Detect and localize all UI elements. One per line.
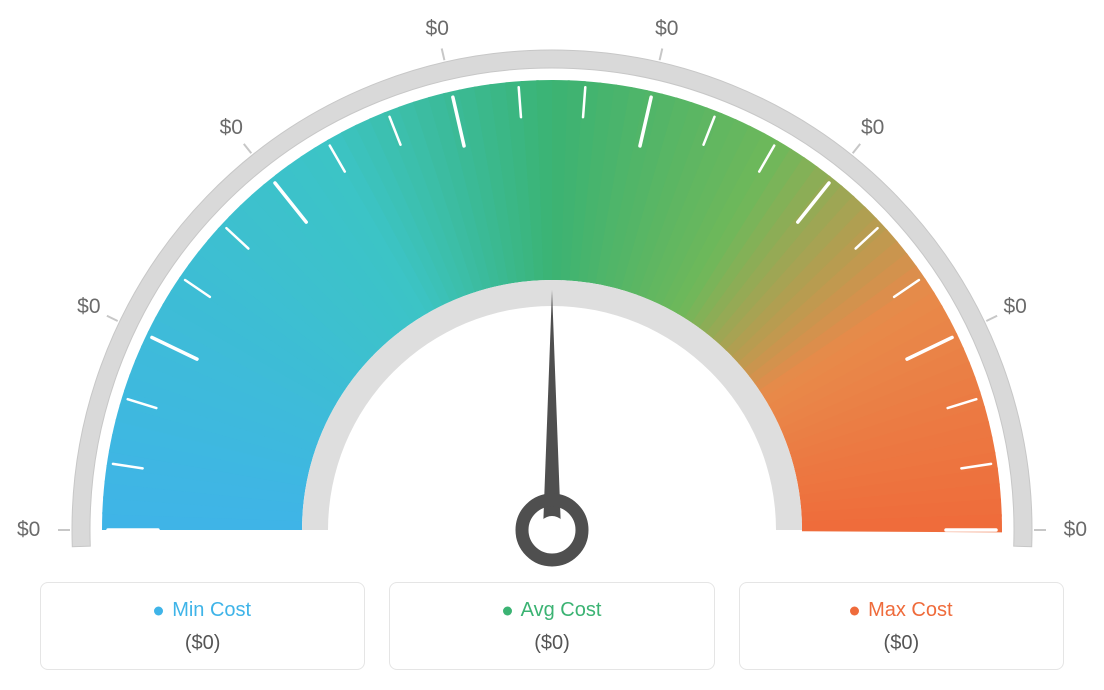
legend-value-max: ($0) xyxy=(748,632,1055,655)
legend-value-min: ($0) xyxy=(49,632,356,655)
legend-card-avg: Avg Cost ($0) xyxy=(389,582,714,670)
gauge-tick-label: $0 xyxy=(1003,295,1026,319)
gauge-tick-label: $0 xyxy=(220,116,243,140)
gauge-svg xyxy=(0,10,1104,570)
legend-card-min: Min Cost ($0) xyxy=(40,582,365,670)
gauge-chart: $0 $0 $0 $0 $0 $0 $0 $0 xyxy=(0,10,1104,570)
legend-row: Min Cost ($0) Avg Cost ($0) Max Cost ($0… xyxy=(40,582,1064,670)
gauge-tick-label: $0 xyxy=(77,295,100,319)
legend-card-max: Max Cost ($0) xyxy=(739,582,1064,670)
gauge-tick-label: $0 xyxy=(1064,518,1087,542)
legend-label-avg: Avg Cost xyxy=(503,599,602,622)
gauge-tick-label: $0 xyxy=(861,116,884,140)
cost-gauge-widget: $0 $0 $0 $0 $0 $0 $0 $0 Min Cost ($0) Avg Cost … xyxy=(0,0,1104,690)
gauge-tick-label: $0 xyxy=(426,17,449,41)
gauge-tick-label: $0 xyxy=(655,17,678,41)
legend-value-avg: ($0) xyxy=(398,632,705,655)
legend-label-max: Max Cost xyxy=(850,599,952,622)
legend-label-min: Min Cost xyxy=(154,599,251,622)
gauge-tick-label: $0 xyxy=(17,518,40,542)
